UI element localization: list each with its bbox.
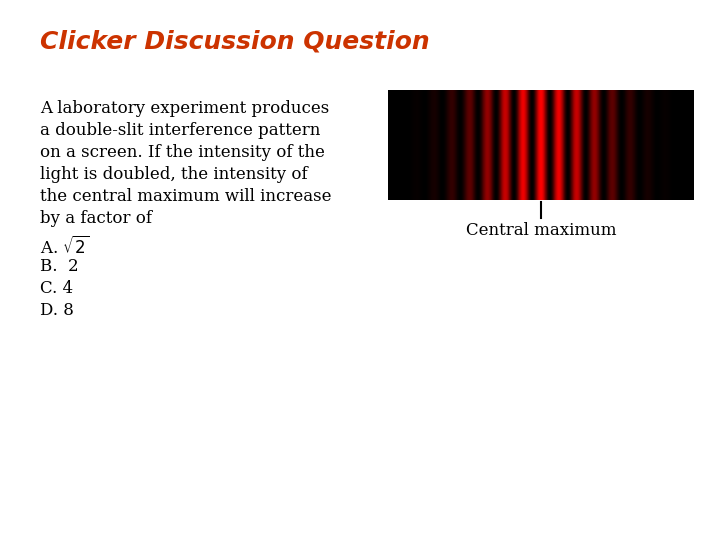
Text: A laboratory experiment produces: A laboratory experiment produces	[40, 100, 329, 117]
Text: the central maximum will increase: the central maximum will increase	[40, 188, 331, 205]
Text: on a screen. If the intensity of the: on a screen. If the intensity of the	[40, 144, 325, 161]
Text: Central maximum: Central maximum	[466, 222, 616, 239]
Text: A. $\sqrt{2}$: A. $\sqrt{2}$	[40, 236, 89, 258]
Text: by a factor of: by a factor of	[40, 210, 152, 227]
Text: Clicker Discussion Question: Clicker Discussion Question	[40, 30, 430, 54]
Text: B.  2: B. 2	[40, 258, 78, 275]
Text: a double-slit interference pattern: a double-slit interference pattern	[40, 122, 320, 139]
Text: C. 4: C. 4	[40, 280, 73, 297]
Text: light is doubled, the intensity of: light is doubled, the intensity of	[40, 166, 307, 183]
Text: D. 8: D. 8	[40, 302, 74, 319]
